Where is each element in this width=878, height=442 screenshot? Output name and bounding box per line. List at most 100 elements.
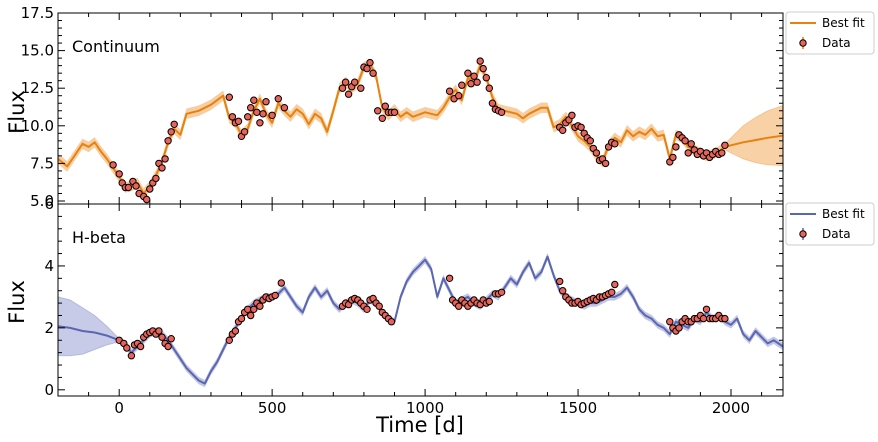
- data-point: [247, 311, 255, 320]
- backcast-line: [58, 325, 120, 342]
- data-point: [378, 114, 386, 123]
- data-point: [143, 195, 151, 204]
- data-point: [253, 108, 261, 117]
- y-tick-label: 6: [44, 195, 54, 213]
- data-point: [164, 342, 172, 351]
- y-tick-label: 12.5: [21, 79, 54, 97]
- data-point: [699, 314, 708, 323]
- legend-label-fit: Best fit: [822, 207, 865, 221]
- y-tick-label: 5.0: [30, 192, 54, 210]
- data-point: [127, 352, 136, 360]
- x-axis-title: Time [d]: [375, 413, 464, 437]
- data-point: [479, 64, 487, 73]
- data-point: [155, 327, 163, 335]
- axes-frame: [57, 12, 784, 205]
- backcast-band: [58, 296, 120, 357]
- data-point: [687, 140, 695, 148]
- data-point: [455, 92, 463, 100]
- data-point: [681, 137, 689, 145]
- data-point: [244, 113, 252, 121]
- data-point: [259, 110, 267, 118]
- data-point: [280, 104, 289, 112]
- data-point: [485, 297, 493, 306]
- data-point: [445, 87, 454, 95]
- plot-area: [58, 252, 783, 388]
- data-point: [256, 302, 264, 310]
- data-point: [455, 302, 463, 310]
- data-point: [592, 149, 601, 157]
- data-point: [497, 108, 506, 117]
- data-point: [338, 84, 347, 92]
- data-point: [611, 280, 619, 289]
- data-point: [387, 318, 396, 326]
- data-point: [170, 120, 178, 129]
- data-point: [115, 170, 123, 178]
- data-point: [363, 305, 371, 313]
- legend-label-fit: Best fit: [822, 16, 865, 30]
- data-point: [390, 108, 399, 117]
- data-point: [488, 99, 497, 107]
- data-point: [158, 333, 166, 341]
- data-point: [351, 78, 359, 86]
- data-point: [237, 314, 246, 323]
- data-point: [369, 69, 377, 77]
- data-point: [268, 111, 276, 120]
- x-tick-label: 1000: [406, 399, 444, 417]
- data-point: [497, 288, 506, 296]
- data-point: [666, 318, 674, 326]
- continuum-panel: 5.0 7.5 10.0 12.5 15.0 17.5 Flux Continuum Best …: [5, 4, 875, 210]
- axes-frame: [57, 203, 784, 397]
- data-point: [240, 128, 249, 136]
- data-point: [669, 153, 677, 162]
- panel-label: Continuum: [72, 37, 160, 56]
- y-tick-label: 0: [44, 381, 54, 399]
- data-point: [559, 287, 567, 295]
- data-point: [381, 102, 389, 110]
- data-point: [586, 137, 594, 145]
- legend: Best fit Data: [785, 11, 875, 55]
- data-point: [225, 93, 234, 101]
- data-point: [256, 119, 264, 127]
- data-point: [357, 84, 365, 92]
- data-point: [476, 57, 484, 65]
- data-point: [464, 69, 472, 77]
- data-point: [721, 141, 729, 150]
- data-point: [277, 279, 285, 287]
- data-point: [271, 291, 279, 300]
- plot-area: [58, 57, 783, 204]
- data-point: [718, 149, 726, 157]
- x-tick-label: 500: [258, 399, 287, 417]
- data-point: [225, 336, 234, 344]
- legend: Best fit Data: [785, 202, 875, 246]
- legend-marker-swatch: [799, 39, 807, 47]
- data-point: [250, 305, 258, 313]
- data-point: [132, 182, 140, 190]
- x-tick-label: 2000: [712, 399, 750, 417]
- y-tick-label: 7.5: [30, 154, 54, 172]
- legend-label-data: Data: [822, 36, 851, 50]
- data-point: [684, 149, 692, 157]
- data-point: [721, 314, 729, 323]
- data-point: [458, 81, 466, 89]
- data-point: [234, 117, 243, 126]
- data-point: [244, 305, 252, 313]
- data-point: [672, 143, 680, 151]
- data-point: [702, 305, 711, 313]
- data-point: [445, 274, 454, 282]
- data-point: [577, 123, 585, 132]
- data-point: [250, 96, 258, 104]
- data-point: [341, 78, 350, 86]
- data-point: [363, 64, 371, 73]
- data-point: [375, 302, 383, 310]
- data-point: [559, 126, 567, 135]
- data-point: [467, 80, 475, 88]
- data-point: [470, 72, 478, 80]
- data-point: [109, 161, 117, 169]
- data-point: [164, 137, 172, 145]
- data-point: [231, 327, 240, 335]
- data-point: [136, 342, 145, 351]
- hbeta-panel: 0 500 1000 1500 2000 0 2 4 6 Flux H-beta Best fit Da…: [5, 195, 875, 417]
- data-point: [152, 174, 160, 183]
- forecast-band: [724, 104, 783, 167]
- data-point: [146, 185, 154, 193]
